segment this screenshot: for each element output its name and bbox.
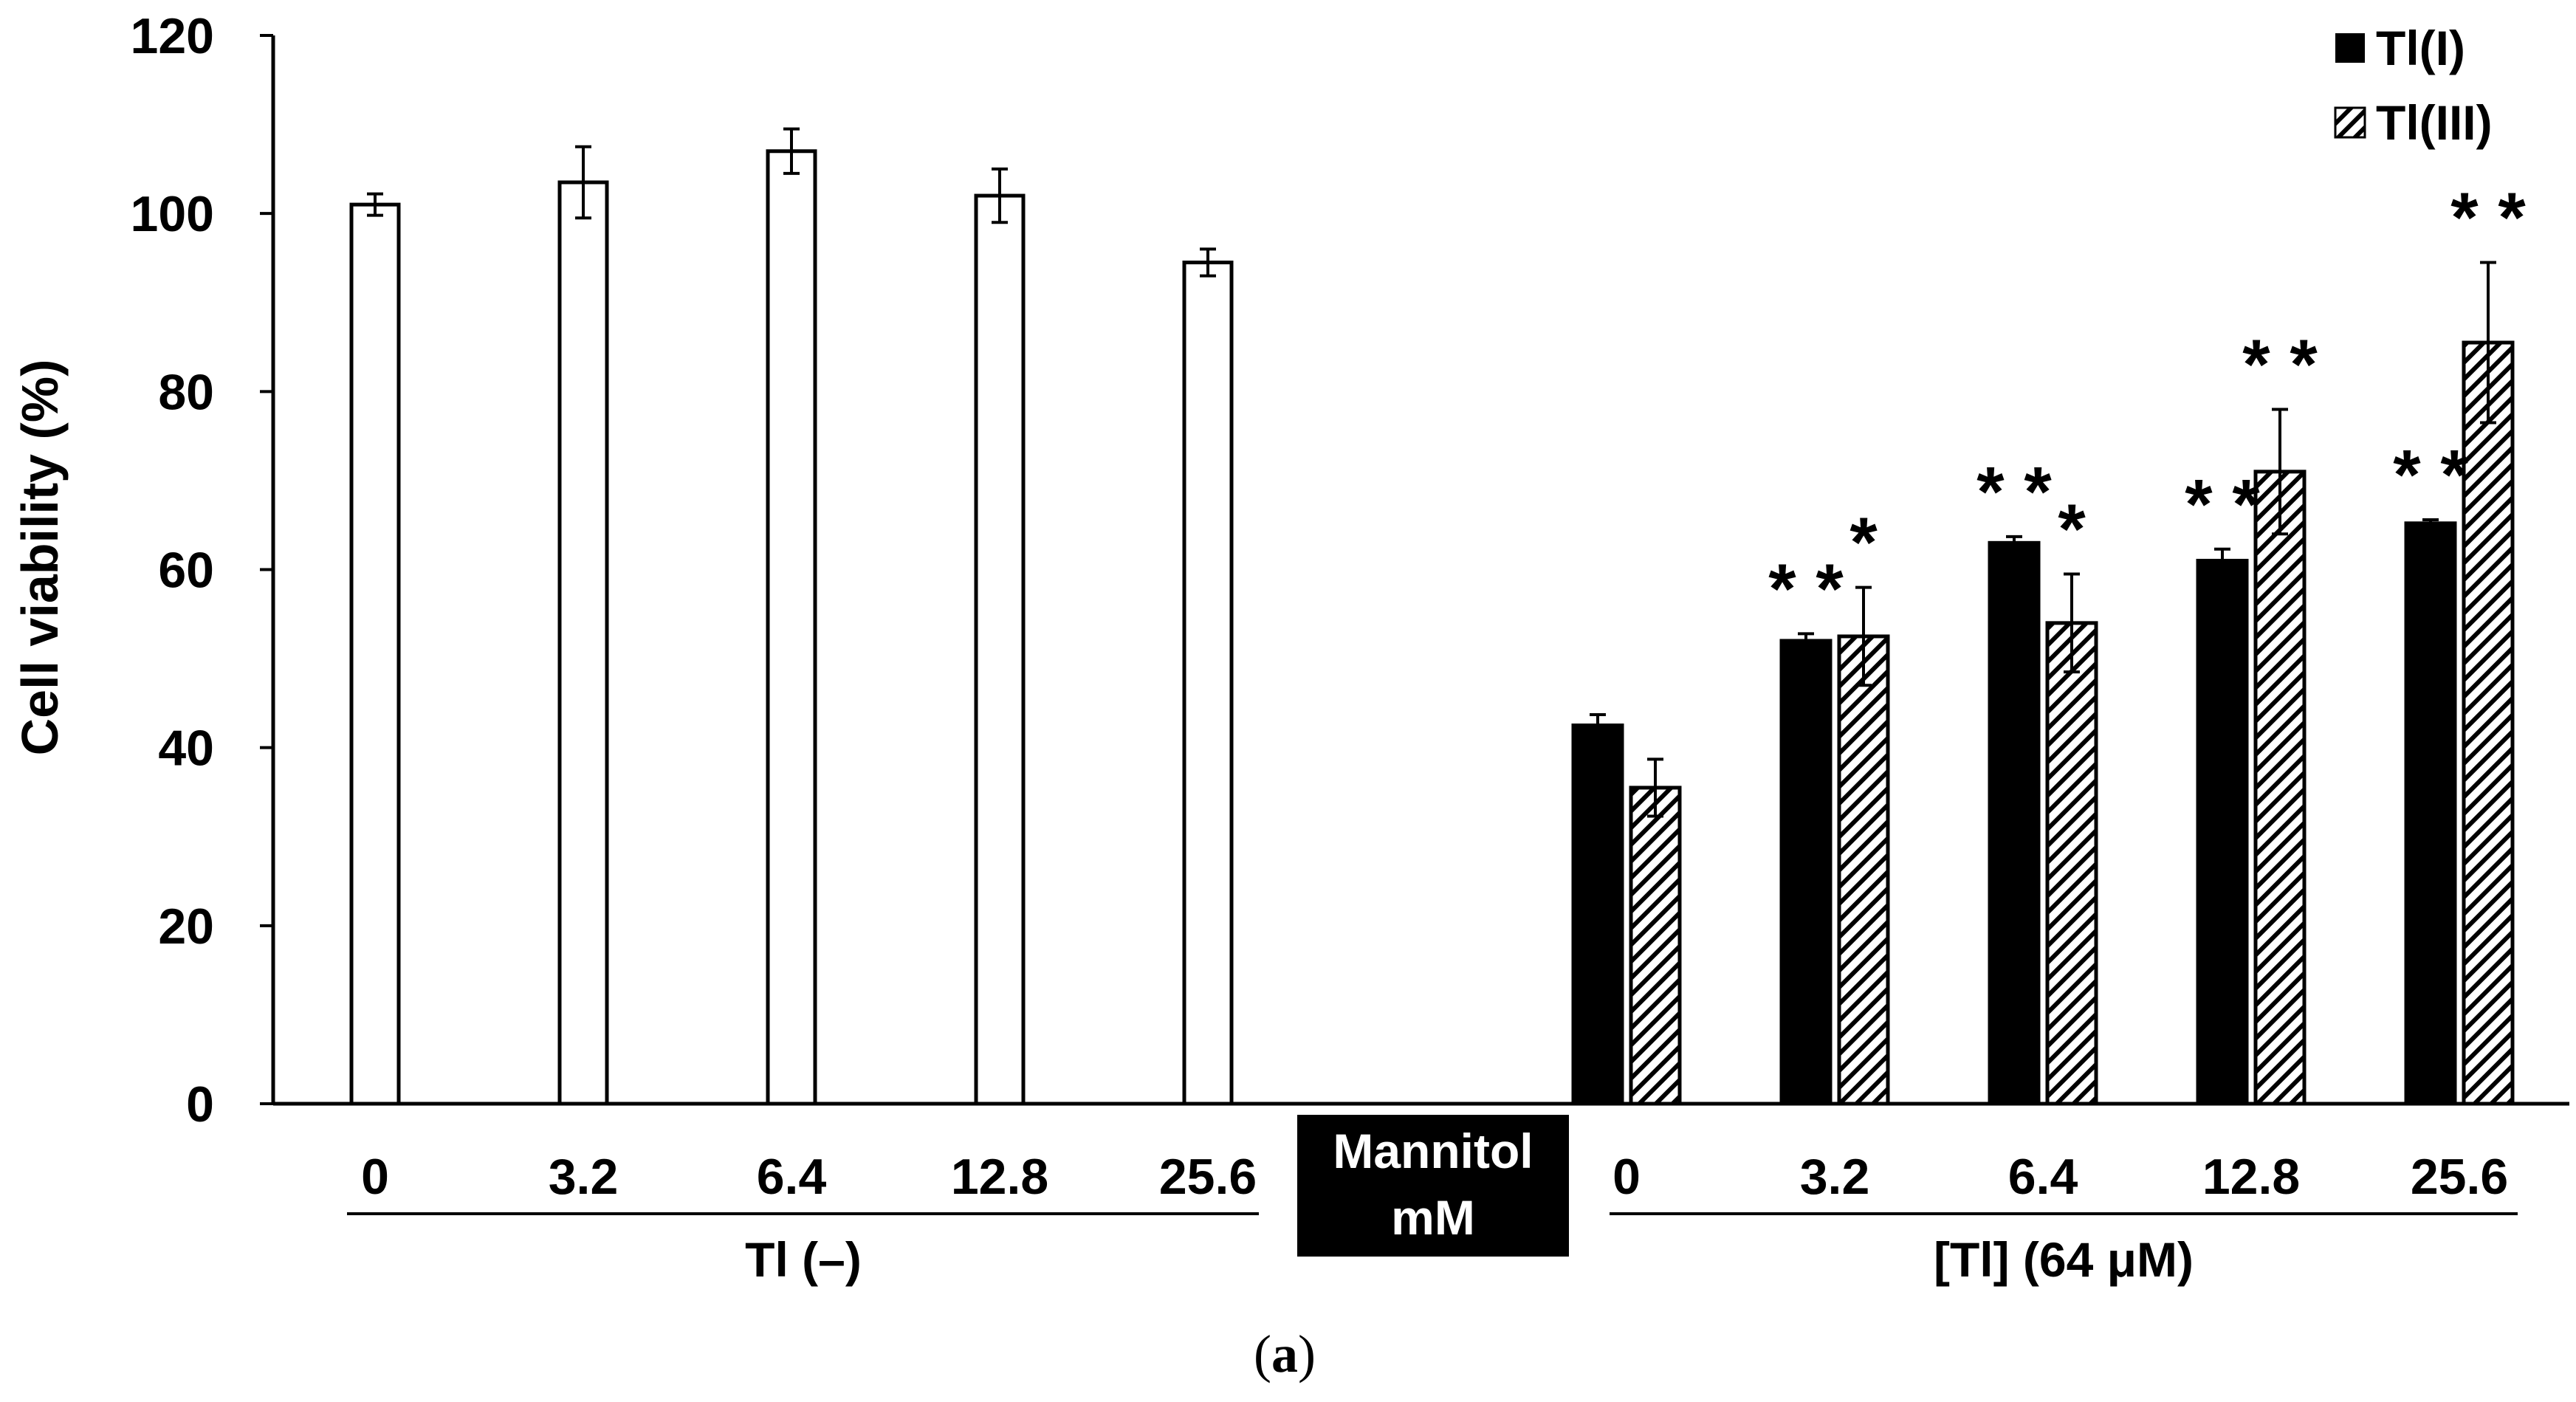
bar-control-0 <box>349 202 401 1106</box>
significance-tl1-12.8: * * <box>2185 465 2260 544</box>
x-tick-label: 6.4 <box>757 1149 827 1205</box>
significance-tl3-25.6: * * <box>2450 178 2526 257</box>
x-tick-label: 3.2 <box>549 1149 619 1205</box>
bar-tl3-25.6 <box>2462 340 2515 1106</box>
bar-tl3-0 <box>1629 786 1682 1106</box>
bar-tl1-0 <box>1571 724 1624 1106</box>
y-tick-label: 0 <box>186 1076 214 1133</box>
mannitol-label-line2: mM <box>1391 1190 1475 1245</box>
x-tick-label: 0 <box>1612 1149 1641 1205</box>
x-tick-label: 6.4 <box>2008 1149 2078 1205</box>
significance-tl1-6.4: * * <box>1976 453 2052 532</box>
y-tick-label: 100 <box>131 186 214 242</box>
y-axis-label: Cell viability (%) <box>11 360 69 756</box>
control-group-label: Tl (–) <box>745 1232 862 1287</box>
significance-tl3-6.4: * <box>2058 490 2086 569</box>
bar-control-12.8 <box>974 193 1026 1106</box>
significance-tl1-25.6: * * <box>2393 436 2468 515</box>
legend: Tl(I) Tl(III) <box>2334 21 2493 150</box>
mannitol-label-box <box>1297 1115 1569 1257</box>
mannitol-label-line1: Mannitol <box>1333 1124 1533 1178</box>
y-tick-label: 60 <box>158 543 214 599</box>
bar-tl1-25.6 <box>2404 521 2457 1106</box>
bar-tl3-12.8 <box>2253 470 2307 1106</box>
x-tick-label: 3.2 <box>1800 1149 1870 1205</box>
treated-group-label: [Tl] (64 μM) <box>1934 1232 2194 1287</box>
y-tick-label: 80 <box>158 364 214 420</box>
caption-open-paren: ( <box>1254 1324 1271 1384</box>
x-tick-label: 0 <box>361 1149 389 1205</box>
bar-control-6.4 <box>766 149 817 1106</box>
x-tick-label: 25.6 <box>2411 1149 2508 1205</box>
x-tick-label: 12.8 <box>2202 1149 2300 1205</box>
bar-tl1-3.2 <box>1779 639 1833 1106</box>
bar-tl1-6.4 <box>1988 540 2041 1106</box>
legend-swatch-tl1 <box>2335 33 2365 63</box>
x-tick-label: 25.6 <box>1159 1149 1257 1205</box>
bar-control-3.2 <box>557 180 609 1106</box>
legend-label-tl3: Tl(III) <box>2376 95 2493 150</box>
bar-tl3-6.4 <box>2045 621 2098 1106</box>
y-tick-label: 40 <box>158 721 214 777</box>
figure-caption: (a) <box>1254 1324 1316 1384</box>
y-tick-label: 20 <box>158 898 214 955</box>
y-tick-label: 120 <box>131 8 214 64</box>
significance-tl3-12.8: * * <box>2242 325 2318 404</box>
caption-letter: a <box>1271 1324 1298 1384</box>
significance-tl1-3.2: * * <box>1768 549 1844 628</box>
caption-close-paren: ) <box>1298 1324 1316 1384</box>
x-tick-label: 12.8 <box>951 1149 1048 1205</box>
bar-tl3-3.2 <box>1837 634 1890 1106</box>
legend-swatch-tl3 <box>2334 106 2366 139</box>
bar-control-25.6 <box>1182 260 1234 1106</box>
significance-tl3-3.2: * <box>1849 504 1878 583</box>
bar-tl1-12.8 <box>2196 558 2249 1106</box>
legend-label-tl1: Tl(I) <box>2376 21 2465 75</box>
